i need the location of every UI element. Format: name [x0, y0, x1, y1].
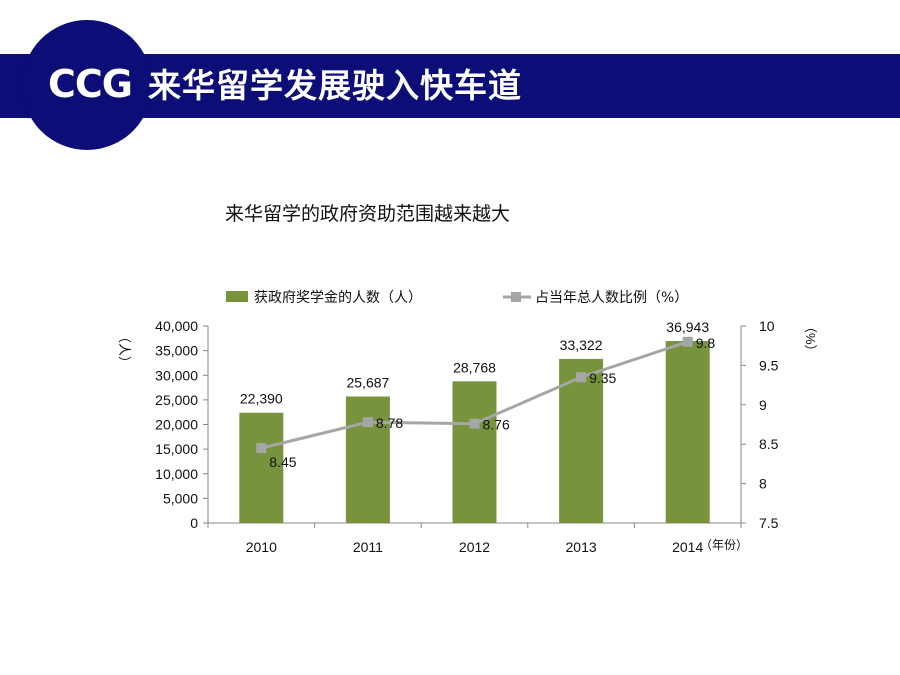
ratio-value-label: 8.78 — [376, 415, 403, 431]
x-unit-label: （年份） — [700, 538, 748, 552]
bar — [239, 412, 284, 523]
bar-value-label: 25,687 — [346, 374, 389, 390]
ratio-value-label: 8.76 — [483, 417, 510, 433]
y-left-tick-label: 15,000 — [155, 441, 198, 457]
y-right-tick-label: 8.5 — [759, 436, 779, 452]
y-right-tick-label: 8 — [759, 476, 767, 492]
ratio-value-label: 9.8 — [696, 335, 716, 351]
y-left-unit-label: （人） — [117, 330, 132, 369]
y-left-tick-label: 20,000 — [155, 417, 198, 433]
y-right-tick-label: 9.5 — [759, 357, 779, 373]
x-tick-label: 2012 — [459, 539, 490, 555]
x-tick-label: 2011 — [353, 539, 383, 555]
y-right-tick-label: 10 — [759, 318, 775, 334]
y-left-tick-label: 40,000 — [155, 318, 198, 334]
bar — [559, 358, 604, 523]
y-left-tick-label: 30,000 — [155, 367, 198, 383]
page-title: 来华留学发展驶入快车道 — [148, 66, 522, 105]
y-left-tick-label: 35,000 — [155, 343, 198, 359]
x-tick-label: 2014 — [672, 539, 703, 555]
y-left-tick-label: 0 — [190, 515, 198, 531]
bar — [452, 381, 497, 523]
x-tick-label: 2010 — [246, 539, 277, 555]
ccg-logo: CCG — [48, 62, 133, 106]
ratio-point — [682, 336, 693, 347]
ratio-point — [256, 443, 267, 454]
legend-bar-swatch — [226, 291, 248, 302]
bar-value-label: 22,390 — [240, 391, 283, 407]
ratio-value-label: 8.45 — [269, 454, 296, 470]
y-right-tick-label: 7.5 — [759, 515, 779, 531]
legend-line-marker — [511, 292, 521, 302]
bar-value-label: 33,322 — [560, 337, 603, 353]
y-right-tick-label: 9 — [759, 397, 767, 413]
ratio-point — [576, 372, 587, 383]
bar-value-label: 36,943 — [666, 319, 709, 335]
ratio-point — [469, 418, 480, 429]
bar-value-label: 28,768 — [453, 359, 496, 375]
y-left-tick-label: 25,000 — [155, 392, 198, 408]
ratio-value-label: 9.35 — [589, 370, 616, 386]
y-left-tick-label: 5,000 — [163, 490, 198, 506]
legend-line-label: 占当年总人数比例（%） — [535, 290, 688, 306]
y-right-unit-label: （%） — [803, 320, 818, 358]
x-tick-label: 2013 — [566, 539, 597, 555]
ratio-point — [362, 417, 373, 428]
y-left-tick-label: 10,000 — [155, 466, 198, 482]
legend-bar-label: 获政府奖学金的人数（人） — [254, 289, 422, 306]
logo-circle — [22, 20, 152, 150]
bar — [665, 341, 710, 523]
chart-title: 来华留学的政府资助范围越来越大 — [225, 203, 511, 225]
